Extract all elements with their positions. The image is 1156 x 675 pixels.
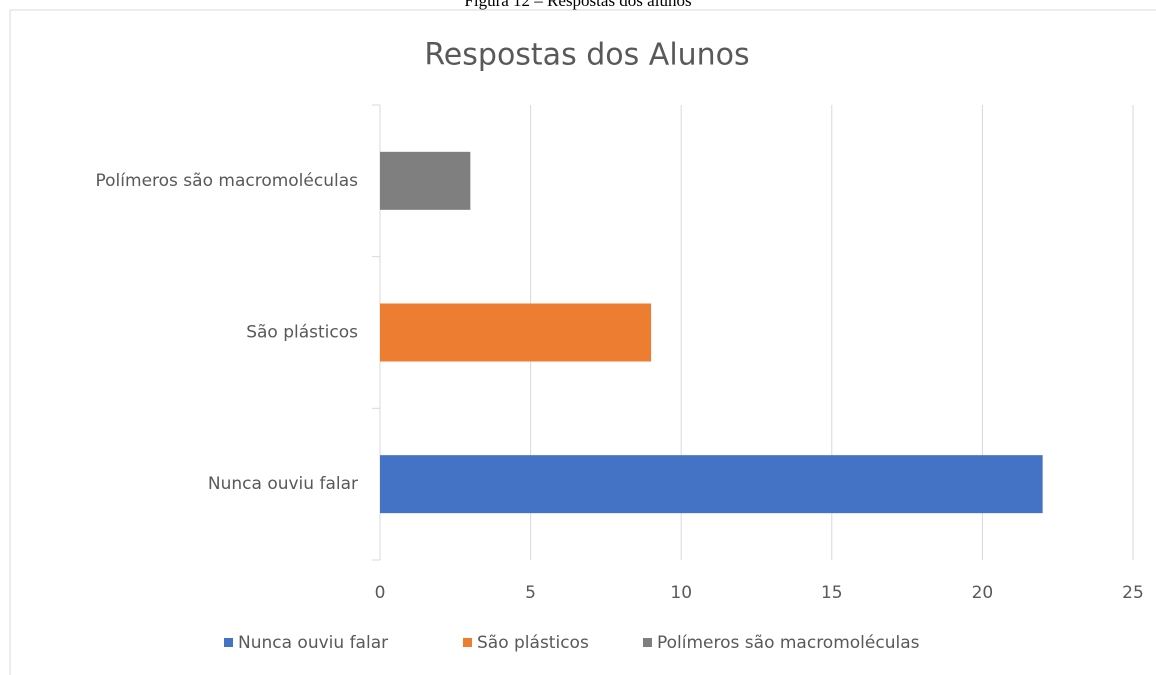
legend-swatch [224,638,233,647]
y-tick-label: São plásticos [246,323,358,343]
legend-swatch [463,638,472,647]
bar [380,455,1043,514]
bar [380,303,652,362]
x-tick-label: 20 [972,583,994,603]
caption: Figura 12 – Respostas dos alunos [464,0,691,10]
x-tick-label: 25 [1122,583,1144,603]
y-tick-label: Nunca ouviu falar [208,474,358,494]
bar [380,151,471,210]
x-tick-label: 0 [375,583,386,603]
caption-bg [420,0,736,9]
legend-label: Polímeros são macromoléculas [657,633,920,653]
x-tick-label: 15 [821,583,843,603]
x-tick-label: 10 [670,583,692,603]
chart-title: Respostas dos Alunos [424,38,749,73]
y-tick-label: Polímeros são macromoléculas [96,171,359,191]
legend-swatch [643,638,652,647]
legend-label: São plásticos [477,633,589,653]
legend-label: Nunca ouviu falar [238,633,388,653]
x-tick-label: 5 [525,583,536,603]
